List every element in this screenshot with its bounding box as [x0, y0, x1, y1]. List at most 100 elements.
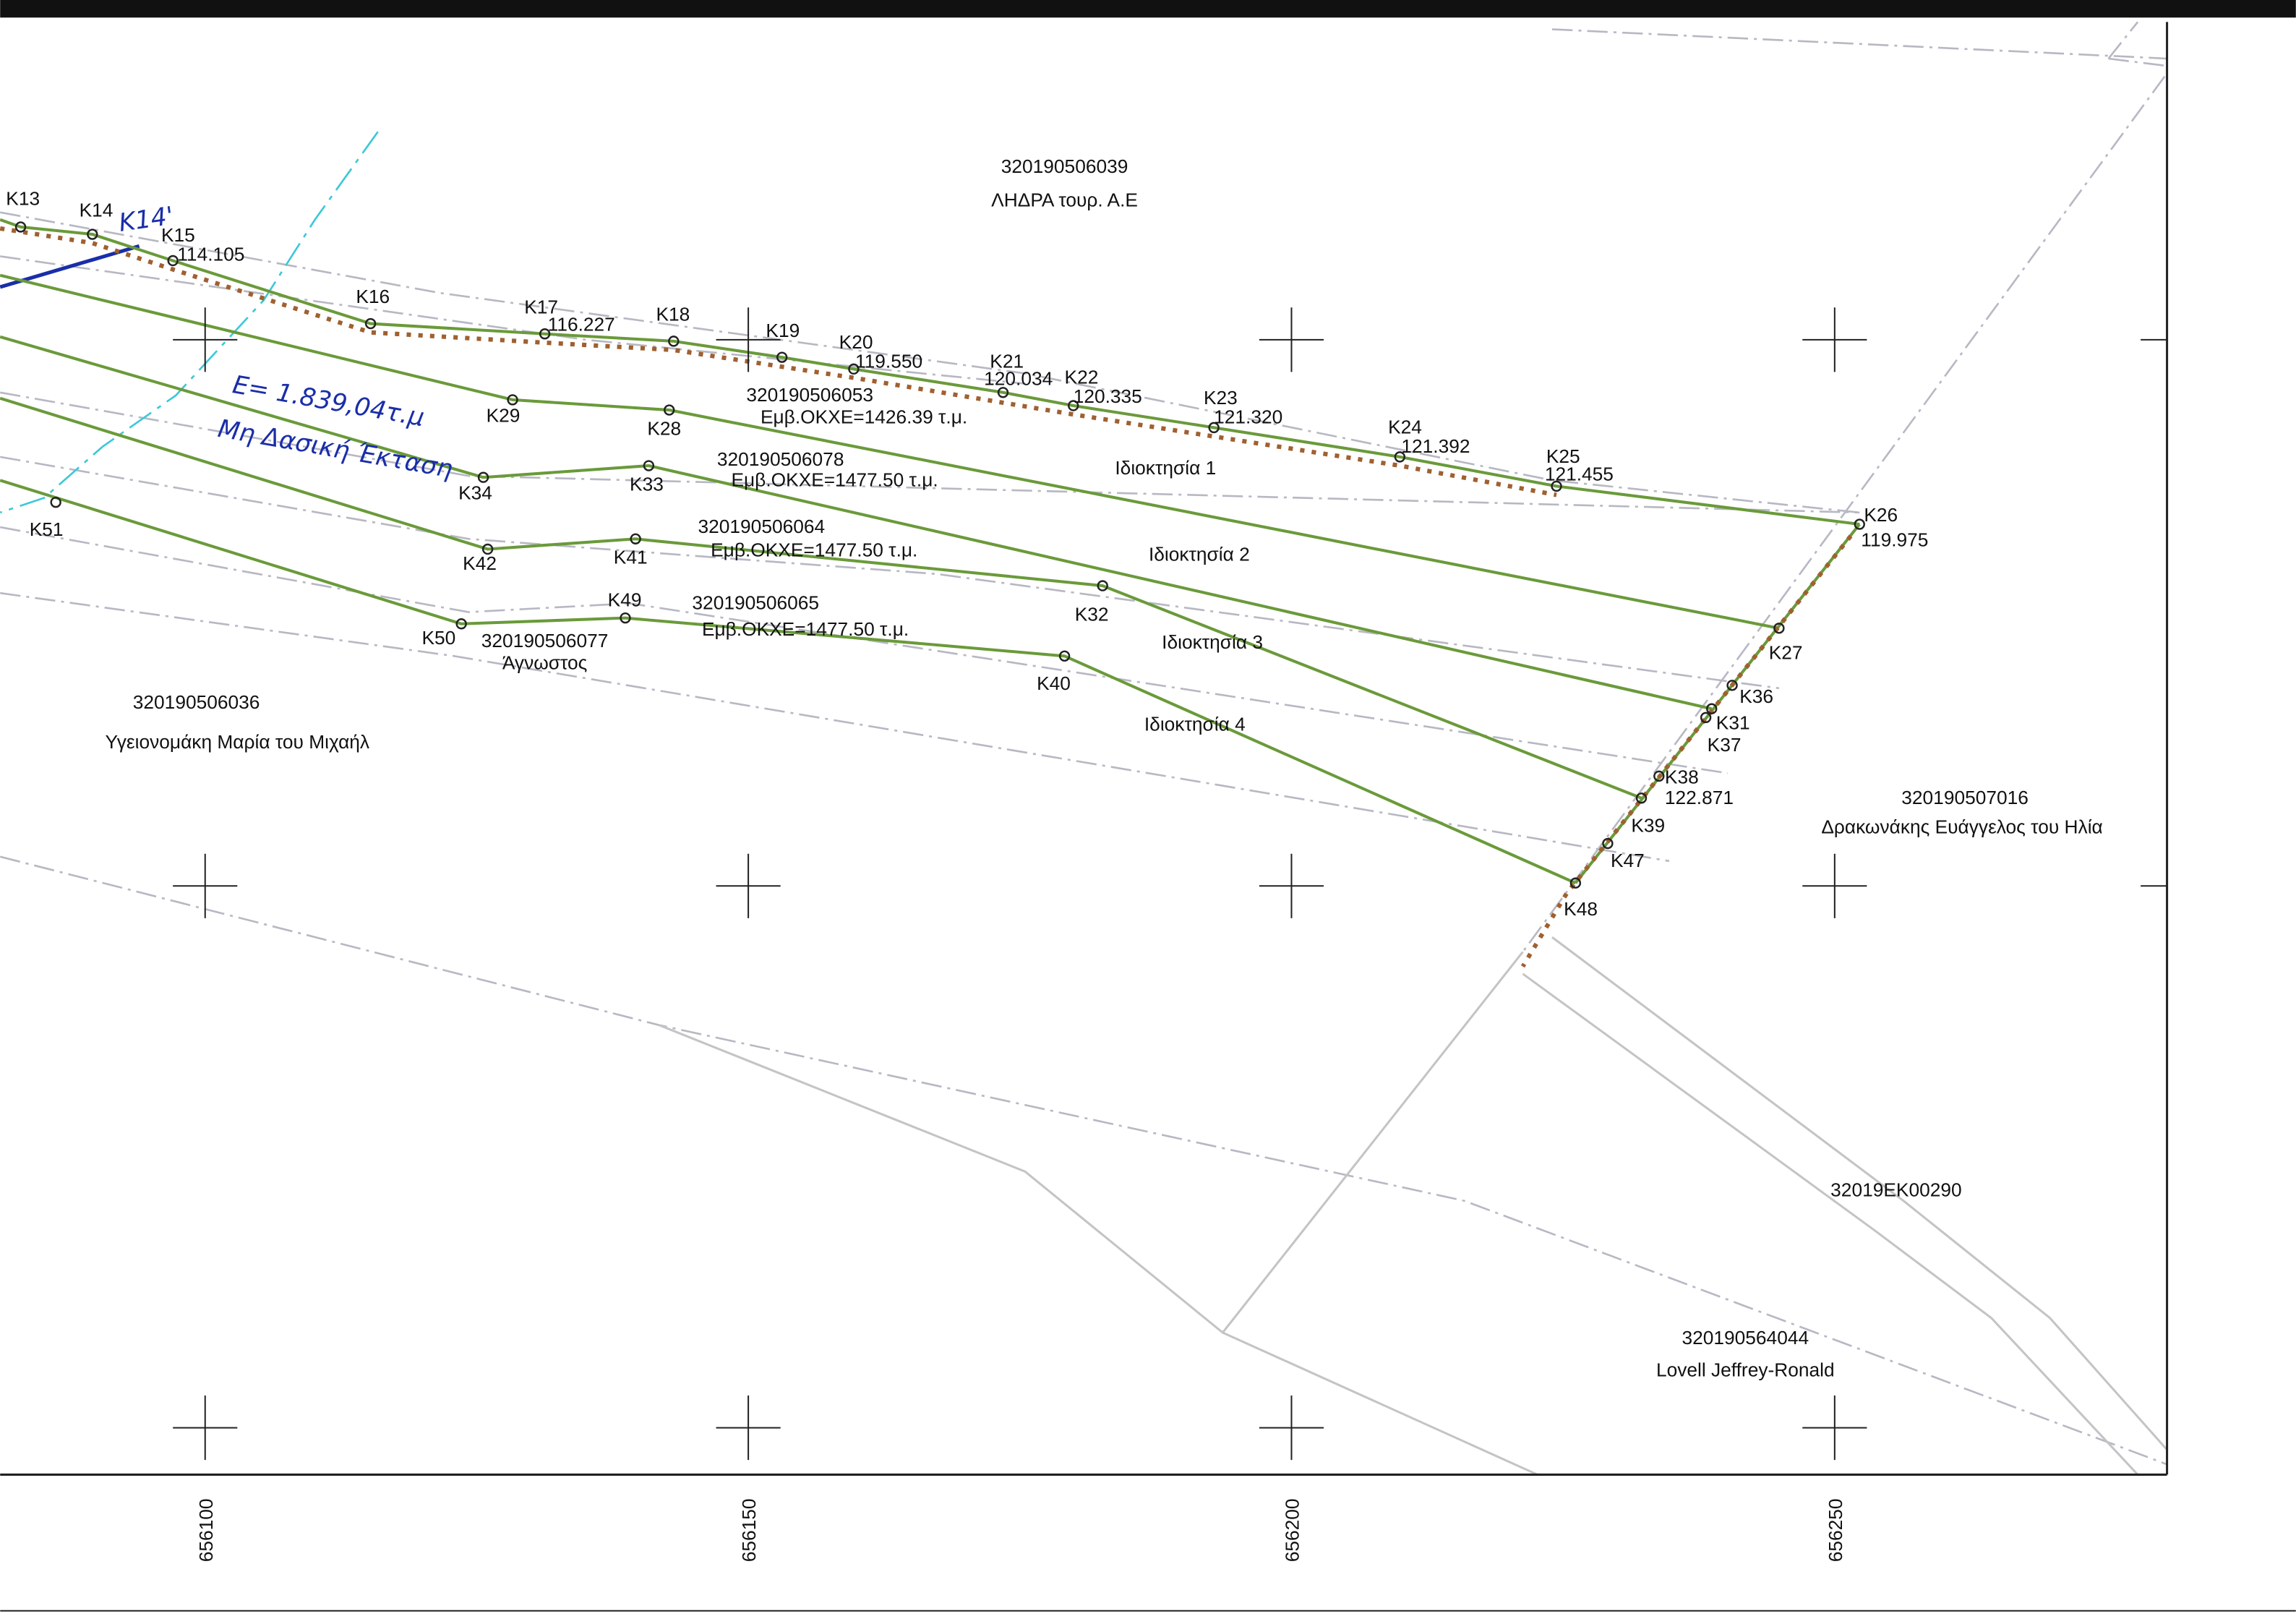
point-label: K48 [1564, 898, 1598, 920]
point-label: K40 [1037, 672, 1071, 694]
survey-point [620, 612, 631, 624]
elevation: 120.034 [984, 368, 1053, 390]
parcel-id: 320190506078 [717, 448, 844, 470]
parcel-id: 320190506077 [481, 630, 609, 651]
point-label: K27 [1769, 641, 1803, 663]
point-label: K15 [161, 224, 195, 246]
easting-label: 656250 [1825, 1498, 1846, 1562]
property-label: Ιδιοκτησία 1 [1115, 457, 1216, 479]
point-label: K16 [356, 286, 390, 307]
point-label: K24 [1388, 416, 1422, 437]
parcel-id: 320190506039 [1001, 155, 1128, 177]
point-label: K31 [1716, 712, 1750, 734]
survey-point [455, 618, 467, 630]
easting-label: 656150 [738, 1498, 760, 1562]
parcel-owner: Lovell Jeffrey-Ronald [1656, 1359, 1835, 1381]
point-label: K29 [487, 404, 521, 426]
survey-point [1854, 518, 1865, 530]
survey-point [1602, 837, 1614, 850]
survey-point [364, 317, 377, 330]
survey-point [50, 496, 61, 508]
survey-point [477, 471, 489, 483]
survey-point [1058, 650, 1071, 662]
parcel-owner: Δρακωνάκης Ευάγγελος του Ηλία [1821, 816, 2102, 837]
point-label: K32 [1075, 604, 1109, 625]
survey-point [507, 394, 518, 406]
point-label: K33 [630, 473, 664, 495]
point-label: K38 [1665, 766, 1699, 788]
green-boundaries [0, 218, 1861, 968]
survey-point [167, 255, 179, 267]
point-label: K50 [421, 627, 455, 649]
elevation: 120.335 [1074, 385, 1142, 407]
parcel-owner: ΛΗΔΡΑ τουρ. Α.Ε [991, 189, 1138, 211]
survey-point [1726, 680, 1738, 691]
point-label: K13 [6, 188, 40, 210]
points [14, 221, 1865, 889]
survey-point [643, 460, 655, 471]
elevation: 119.550 [855, 350, 922, 372]
point-label: K14 [80, 200, 113, 221]
point-label: K19 [766, 320, 800, 341]
survey-point [1773, 623, 1785, 634]
survey-point [1635, 792, 1648, 804]
elevation: 114.105 [177, 243, 244, 265]
easting-label: 656100 [195, 1498, 217, 1562]
property-label: Ιδιοκτησία 4 [1144, 714, 1246, 735]
survey-point [1569, 877, 1582, 889]
point-label: K22 [1065, 367, 1099, 388]
point-label: K28 [647, 417, 681, 439]
parcel-area: Εμβ.ΟΚΧΕ=1477.50 τ.μ. [711, 539, 917, 561]
point-label: K47 [1611, 850, 1645, 871]
survey-point [1068, 400, 1079, 411]
elevation: 116.227 [548, 314, 615, 336]
survey-point [848, 363, 860, 375]
scan-band [0, 0, 2296, 18]
point-label: K21 [990, 350, 1024, 372]
survey-point [14, 221, 27, 233]
elevation: 122.871 [1665, 787, 1734, 808]
easting-label: 656200 [1282, 1498, 1303, 1562]
survey-point [1097, 580, 1108, 591]
point-label: K34 [458, 482, 492, 504]
elevation: 121.320 [1214, 406, 1282, 427]
survey-point [776, 351, 788, 363]
parcel-owner: Άγνωστος [502, 652, 588, 674]
point-label: K18 [656, 304, 690, 325]
parcel-area: Εμβ.ΟΚΧΕ=1477.50 τ.μ. [731, 469, 938, 490]
point-label: K41 [614, 547, 648, 568]
survey-point [997, 387, 1009, 398]
parcel-area: Εμβ.ΟΚΧΕ=1477.50 τ.μ. [702, 618, 909, 640]
survey-point [1551, 480, 1562, 492]
grid-crosses [173, 307, 2167, 1461]
survey-point [481, 543, 494, 555]
survey-point [668, 336, 680, 347]
elevation: 121.392 [1401, 435, 1470, 457]
property-label: Ιδιοκτησία 2 [1149, 544, 1250, 565]
parcel-id: 32019ΕΚ00290 [1830, 1179, 1961, 1201]
survey-point [87, 228, 98, 240]
elevation: 121.455 [1545, 463, 1614, 484]
point-label: K26 [1864, 504, 1898, 526]
point-label: K23 [1204, 387, 1238, 409]
parcel-owner: Υγειονομάκη Μαρία του Μιχαήλ [105, 731, 369, 753]
survey-point [539, 328, 551, 340]
elevation: 119.975 [1861, 529, 1928, 550]
survey-point [1653, 770, 1665, 782]
parcel-id: 320190507016 [1901, 787, 2029, 808]
point-label: K25 [1546, 445, 1580, 467]
point-label: K20 [839, 331, 873, 353]
survey-point [1208, 422, 1220, 434]
parcel-id: 320190506064 [698, 516, 826, 537]
property-label: Ιδιοκτησία 3 [1162, 631, 1263, 653]
survey-point [1394, 451, 1406, 463]
point-label: K42 [463, 552, 497, 574]
point-label: K51 [30, 518, 64, 540]
survey-point [630, 533, 641, 544]
point-label: K37 [1708, 734, 1742, 756]
parcel-area: Εμβ.ΟΚΧΕ=1426.39 τ.μ. [761, 406, 967, 427]
point-label: K36 [1739, 685, 1773, 707]
